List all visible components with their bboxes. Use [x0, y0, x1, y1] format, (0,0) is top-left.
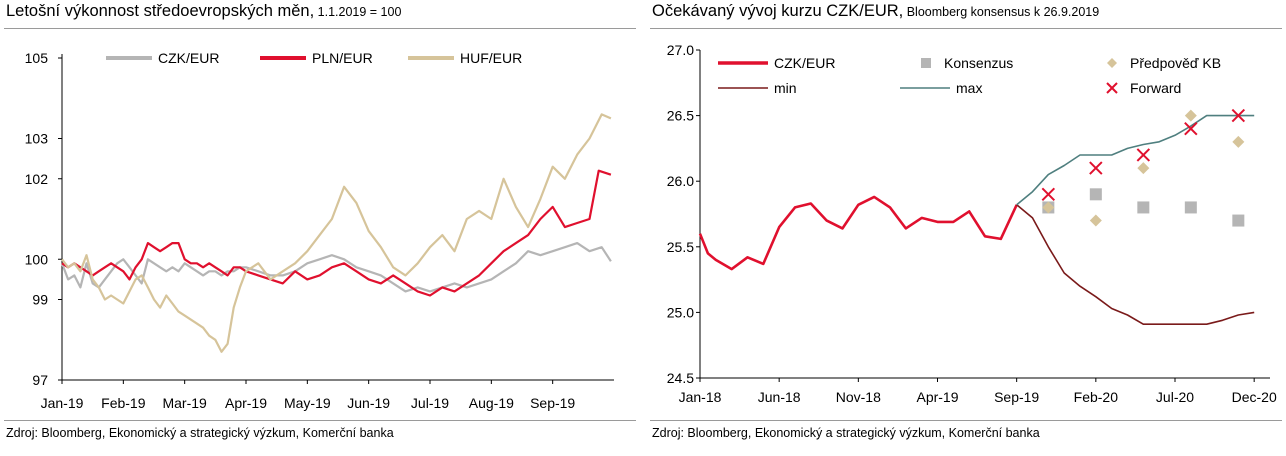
- right-legend-label: CZK/EUR: [774, 55, 835, 71]
- left-x-tick-label: Jul-19: [411, 395, 449, 411]
- right-point-p-edpov-kb: [1042, 201, 1055, 214]
- right-chart-title: Očekávaný vývoj kurzu CZK/EUR, Bloomberg…: [652, 2, 1099, 21]
- right-x-tick-label: Dec-20: [1232, 389, 1277, 405]
- right-point-konsenzus: [1232, 214, 1245, 227]
- left-series-line-czk-eur: [60, 242, 612, 293]
- left-x-tick-label: Aug-19: [469, 395, 514, 411]
- left-legend-label: CZK/EUR: [158, 50, 219, 66]
- left-y-tick-label: 105: [25, 50, 49, 66]
- right-point-p-edpov-kb: [1089, 214, 1102, 227]
- left-source-rule: [4, 420, 636, 421]
- right-point-stroke: [1089, 161, 1103, 175]
- left-x-tick-label: Sep-19: [530, 395, 575, 411]
- left-title-rule: [4, 28, 636, 29]
- right-point-konsenzus: [1184, 201, 1197, 214]
- left-source: Zdroj: Bloomberg, Ekonomický a strategic…: [6, 426, 394, 440]
- right-legend-swatch: [1107, 58, 1117, 68]
- left-title-sub: 1.1.2019 = 100: [314, 5, 402, 19]
- right-point-forward: [1089, 161, 1103, 175]
- right-chart-panel: Očekávaný vývoj kurzu CZK/EUR, Bloomberg…: [646, 0, 1286, 456]
- left-x-tick-label: Mar-19: [162, 395, 207, 411]
- left-x-tick-label: Jun-19: [347, 395, 390, 411]
- left-x-tick-label: Apr-19: [225, 395, 267, 411]
- left-y-tick-label: 103: [25, 131, 49, 147]
- right-x-tick-label: Jan-18: [679, 389, 722, 405]
- right-point-p-edpov-kb: [1232, 135, 1245, 148]
- right-point-stroke: [1136, 148, 1151, 162]
- right-x-tick-label: Jul-20: [1156, 389, 1194, 405]
- left-x-tick-label: Jan-19: [41, 395, 84, 411]
- right-point-p-edpov-kb: [1137, 162, 1150, 175]
- right-series-line-max: [1016, 114, 1255, 206]
- right-legend-label: min: [774, 80, 797, 96]
- left-chart-panel: Letošní výkonnost středoevropských měn, …: [0, 0, 640, 456]
- left-chart-title: Letošní výkonnost středoevropských měn, …: [6, 2, 401, 21]
- right-source-rule: [650, 420, 1282, 421]
- right-legend-label: Forward: [1130, 80, 1181, 96]
- left-y-tick-label: 102: [25, 171, 49, 187]
- right-point-stroke: [1184, 122, 1198, 136]
- right-y-tick-label: 26.5: [667, 108, 694, 124]
- right-legend-swatch: [1106, 82, 1118, 94]
- left-chart: 97 99 100 102 103 105 Jan-19 Feb-19 Mar-19 Apr-19…: [25, 50, 614, 411]
- right-x-tick-label: Jun-18: [758, 389, 801, 405]
- left-series-line-huf-eur: [61, 113, 612, 353]
- right-legend-label: Předpověď KB: [1130, 55, 1221, 71]
- left-y-tick-label: 99: [32, 292, 48, 308]
- left-x-tick-label: May-19: [284, 395, 331, 411]
- right-y-tick-label: 25.5: [667, 239, 694, 255]
- right-x-tick-label: Feb-20: [1074, 389, 1119, 405]
- left-y-tick-label: 100: [25, 251, 49, 267]
- left-legend-label: HUF/EUR: [460, 50, 522, 66]
- right-legend-label: max: [956, 80, 982, 96]
- left-legend-label: PLN/EUR: [312, 50, 373, 66]
- right-x-tick-label: Sep-19: [994, 389, 1039, 405]
- right-y-tick-label: 26.0: [667, 173, 694, 189]
- right-point-forward: [1041, 187, 1056, 202]
- right-series-line-min: [1016, 204, 1255, 326]
- right-point-konsenzus: [1089, 188, 1102, 201]
- left-x-tick-label: Feb-19: [101, 395, 146, 411]
- right-title-sub: Bloomberg konsensus k 26.9.2019: [903, 5, 1100, 19]
- right-source: Zdroj: Bloomberg, Ekonomický a strategic…: [652, 426, 1040, 440]
- right-point-p-edpov-kb: [1184, 109, 1197, 122]
- right-point-forward: [1231, 108, 1246, 123]
- right-x-tick-label: Nov-18: [836, 389, 881, 405]
- right-legend-label: Konsenzus: [944, 55, 1013, 71]
- right-y-tick-label: 24.5: [667, 370, 694, 386]
- right-x-tick-label: Apr-19: [916, 389, 958, 405]
- right-point-forward: [1184, 122, 1198, 136]
- right-series-line-czk-eur: [698, 195, 1018, 271]
- right-title-main: Očekávaný vývoj kurzu CZK/EUR,: [652, 2, 904, 20]
- right-point-stroke: [1231, 108, 1246, 123]
- right-y-tick-label: 27.0: [667, 42, 694, 58]
- left-title-main: Letošní výkonnost středoevropských měn,: [6, 2, 315, 20]
- right-chart: 24.5 25.0 25.5 26.0 26.5 27.0 Jan-18 Jun-18 Nov-…: [667, 42, 1277, 405]
- right-point-forward: [1136, 148, 1151, 162]
- left-y-tick-label: 97: [32, 372, 48, 388]
- right-title-rule: [650, 28, 1282, 29]
- right-point-konsenzus: [1137, 201, 1150, 214]
- right-point-stroke: [1041, 187, 1056, 202]
- right-legend-swatch: [921, 58, 931, 68]
- right-legend-stroke: [1106, 82, 1118, 94]
- right-y-tick-label: 25.0: [667, 304, 694, 320]
